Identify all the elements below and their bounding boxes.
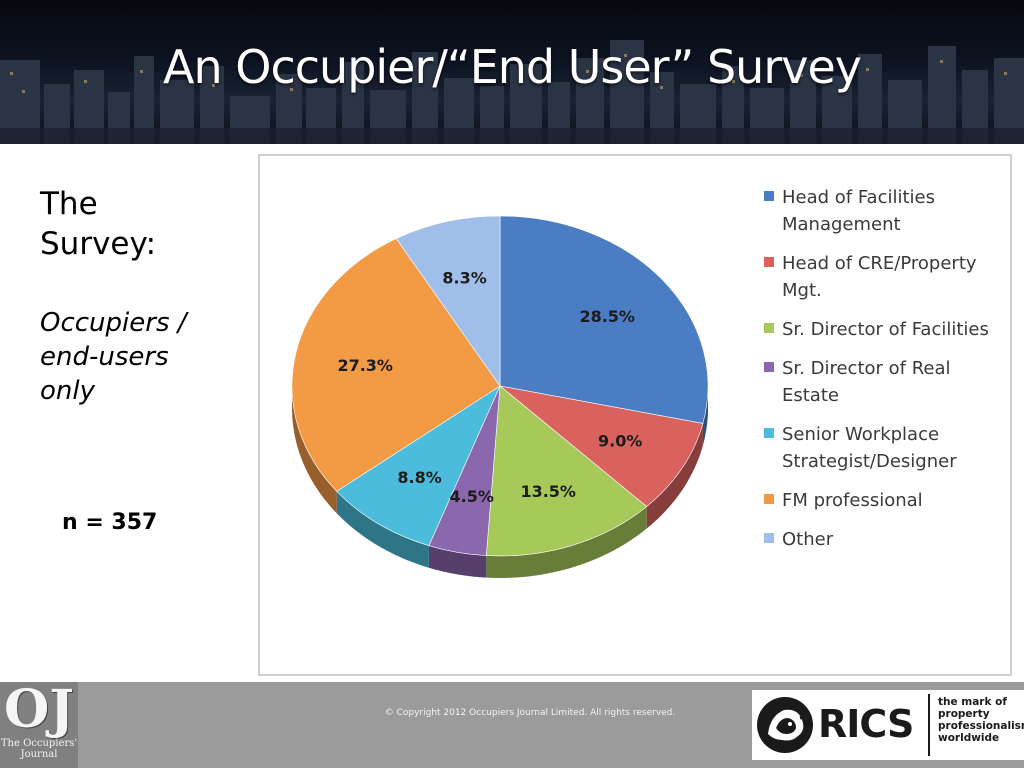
legend-swatch bbox=[764, 533, 774, 543]
legend-item-head-of-facilities-management: Head of Facilities Management bbox=[764, 184, 1004, 238]
pie-slice-senior-workplace-strategist-designer bbox=[336, 385, 501, 547]
pie-slice-head-of-cre-property-mgt bbox=[498, 385, 704, 507]
legend-item-senior-workplace-strategist-designer: Senior Workplace Strategist/Designer bbox=[764, 421, 1004, 475]
lion-icon bbox=[757, 697, 813, 753]
legend-item-other: Other bbox=[764, 526, 1004, 553]
pie-slice-head-of-facilities-management bbox=[499, 215, 709, 424]
pie-side-head-of-facilities-management bbox=[702, 386, 708, 446]
city-skyline-image bbox=[0, 40, 1024, 144]
pie-slice-other bbox=[395, 215, 501, 387]
legend-label: Sr. Director of Real Estate bbox=[782, 358, 951, 406]
legend-swatch bbox=[764, 323, 774, 333]
legend-swatch bbox=[764, 494, 774, 504]
pie-data-label: 9.0% bbox=[598, 431, 642, 450]
legend-swatch bbox=[764, 257, 774, 267]
oj-logo: OJ The Occupiers' Journal bbox=[0, 682, 78, 768]
pie-slice-fm-professional bbox=[291, 238, 501, 492]
legend-label: Sr. Director of Facilities bbox=[782, 319, 989, 340]
legend-label: Senior Workplace Strategist/Designer bbox=[782, 424, 957, 472]
legend-label: FM professional bbox=[782, 490, 923, 511]
rics-logo: RICS the mark of property professionalis… bbox=[752, 690, 1024, 760]
legend-label: Head of Facilities Management bbox=[782, 187, 935, 235]
page-title: An Occupier/“End User” Survey bbox=[163, 40, 862, 94]
pie-side-sr-director-of-facilities bbox=[486, 506, 647, 578]
legend-item-sr-director-of-facilities: Sr. Director of Facilities bbox=[764, 316, 1004, 343]
pie-data-label: 4.5% bbox=[450, 487, 494, 506]
survey-heading: The Survey: bbox=[40, 186, 157, 262]
pie-data-label: 27.3% bbox=[337, 356, 393, 375]
pie-data-label: 8.8% bbox=[397, 468, 441, 487]
rics-tagline: the mark of property professionalism wor… bbox=[938, 696, 1024, 744]
sample-size-label: n = 357 bbox=[62, 510, 158, 535]
legend-label: Other bbox=[782, 529, 834, 550]
pie-data-label: 28.5% bbox=[579, 307, 635, 326]
pie-side-sr-director-of-real-estate bbox=[428, 545, 487, 578]
pie-slice-sr-director-of-facilities bbox=[485, 385, 648, 557]
pie-side-senior-workplace-strategist-designer bbox=[336, 491, 429, 568]
pie-chart: 28.5% 9.0% 13.5% 4.5% 8.8% 27.3% 8.3% bbox=[291, 215, 709, 578]
header-banner: An Occupier/“End User” Survey bbox=[0, 0, 1024, 144]
legend-label: Head of CRE/Property Mgt. bbox=[782, 253, 977, 301]
oj-logo-name: The Occupiers' Journal bbox=[0, 738, 78, 760]
survey-subtitle: Occupiers / end-users only bbox=[40, 308, 187, 406]
legend-swatch bbox=[764, 428, 774, 438]
legend-swatch bbox=[764, 362, 774, 372]
pie-side-fm-professional bbox=[292, 386, 337, 514]
chart-frame: 28.5% 9.0% 13.5% 4.5% 8.8% 27.3% 8.3% Head of … bbox=[258, 154, 1012, 676]
rics-divider bbox=[928, 694, 930, 756]
rics-wordmark: RICS bbox=[818, 702, 914, 746]
legend-item-head-of-cre-property-mgt: Head of CRE/Property Mgt. bbox=[764, 250, 1004, 304]
legend-item-fm-professional: FM professional bbox=[764, 487, 1004, 514]
legend-swatch bbox=[764, 191, 774, 201]
pie-data-label: 13.5% bbox=[520, 482, 576, 501]
copyright-text: © Copyright 2012 Occupiers Journal Limit… bbox=[384, 708, 676, 718]
pie-data-label: 8.3% bbox=[442, 269, 486, 288]
pie-side-head-of-cre-property-mgt bbox=[646, 423, 703, 529]
chart-legend: Head of Facilities Management Head of CRE… bbox=[764, 184, 1004, 565]
footer-bar: OJ The Occupiers' Journal © Copyright 20… bbox=[0, 682, 1024, 768]
legend-item-sr-director-of-real-estate: Sr. Director of Real Estate bbox=[764, 355, 1004, 409]
oj-logo-mark: OJ bbox=[4, 679, 74, 740]
